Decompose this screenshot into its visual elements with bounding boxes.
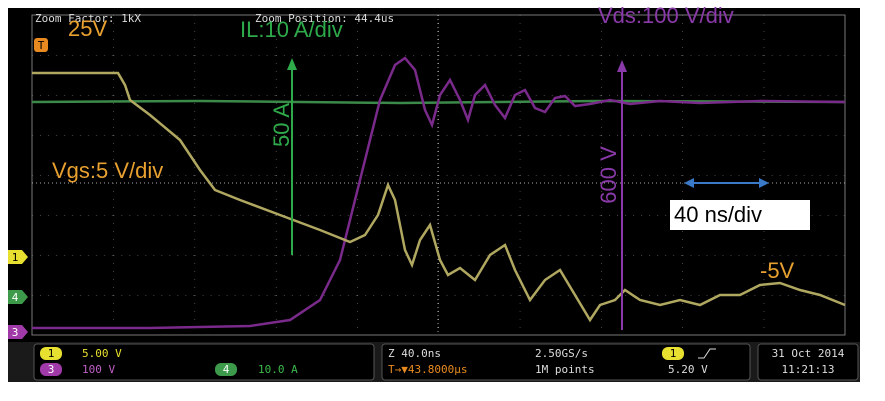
trigger-position: T→▼43.8000µs [388,363,467,376]
trigger-channel: 1 [670,347,677,360]
annotation: 40 ns/div [674,202,762,227]
ch-scale: 10.0 A [258,363,298,376]
ch-scale: 5.00 V [82,347,122,360]
page: Zoom Factor: 1kX Zoom Position: 44.4us 2… [0,0,885,401]
timebase: Z 40.0ns [388,347,441,360]
sample-rate: 2.50GS/s [535,347,588,360]
trigger-level: 5.20 V [668,363,708,376]
marker-label: 4 [12,291,19,304]
ch-scale: 100 V [82,363,115,376]
annotation: Vgs:5 V/div [52,158,163,183]
annotation: 50 A [269,103,294,147]
scope-screen: Zoom Factor: 1kX Zoom Position: 44.4us 2… [0,0,885,396]
annotation: 600 V [596,146,621,204]
time: 11:21:13 [782,363,835,376]
ch-id: 1 [48,347,55,360]
marker-label: 1 [12,251,19,264]
ch-id: 4 [223,363,230,376]
date: 31 Oct 2014 [772,347,845,360]
annotation: 25V [68,16,107,41]
marker-label: T [38,39,45,52]
annotation: -5V [760,258,795,283]
annotation: Vds:100 V/div [598,3,734,28]
ch-id: 3 [48,363,55,376]
record-length: 1M points [535,363,595,376]
marker-label: 3 [12,326,19,339]
annotation: IL:10 A/div [240,17,343,42]
